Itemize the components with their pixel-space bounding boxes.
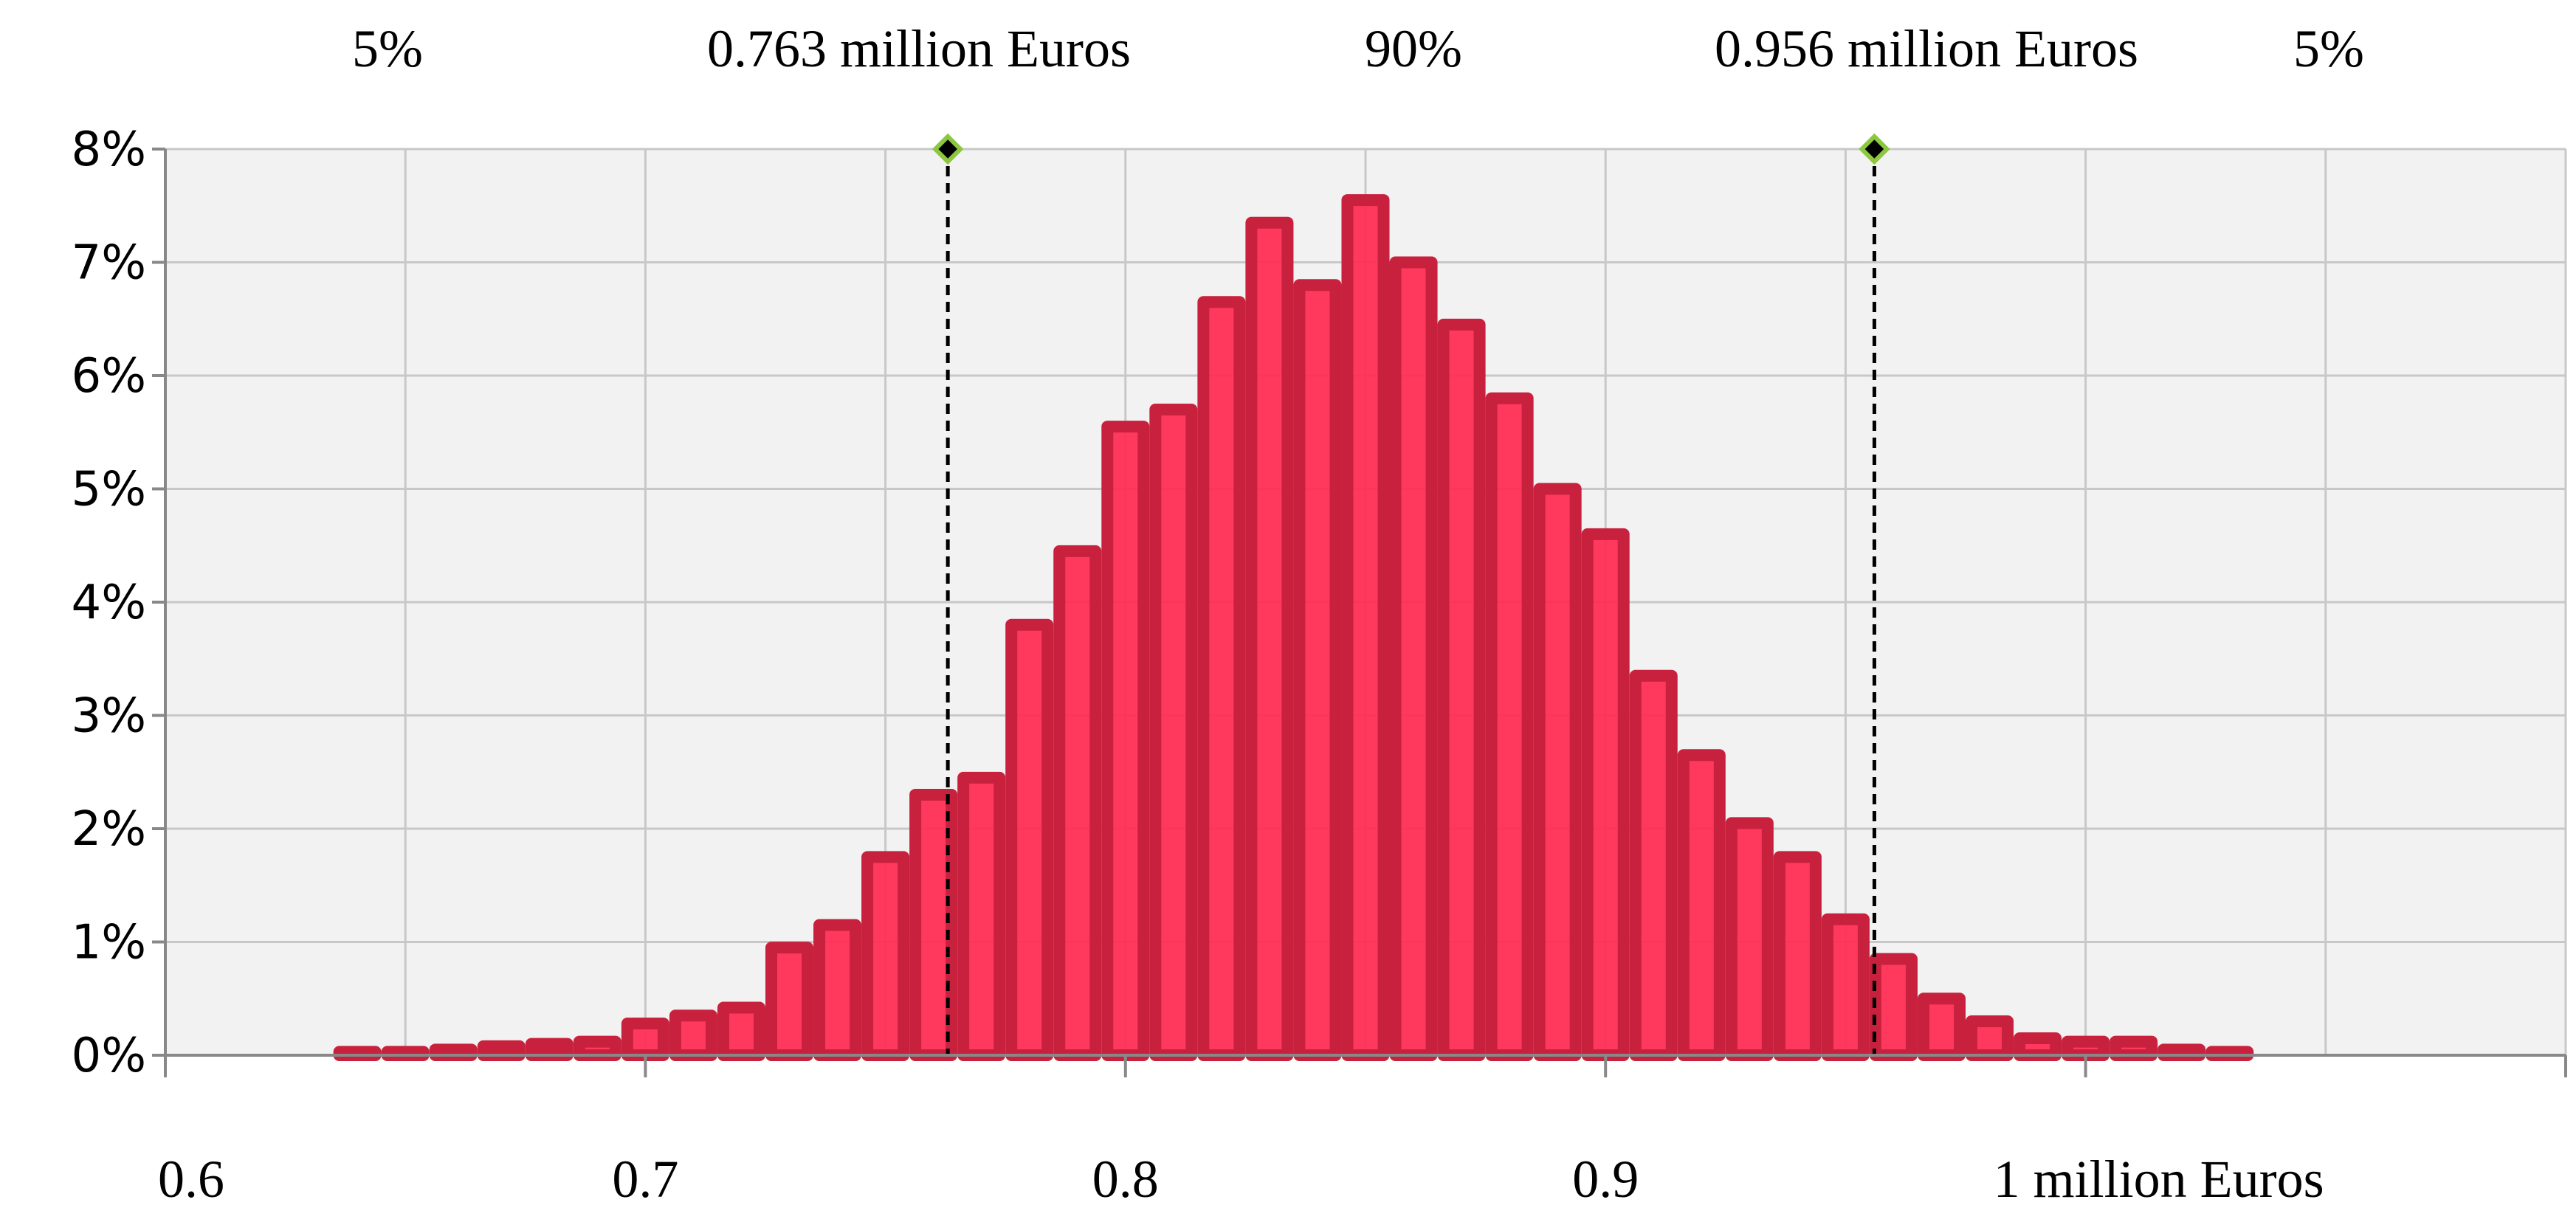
y-tick-label: 7% [71,236,146,291]
histogram-bar [669,1009,717,1062]
axes [152,148,2567,1077]
y-tick-label: 1% [71,916,146,970]
histogram-bar [717,1001,766,1062]
histogram-bar [957,771,1006,1062]
y-tick-label: 8% [71,122,146,177]
histogram-bar [1725,817,1774,1061]
x-tick-label: 1 million Euros [1994,1150,2324,1209]
histogram-bar [1341,194,1390,1062]
x-tick-label: 0.6 [158,1150,224,1209]
histogram-bar [573,1035,621,1061]
histogram-bar [1485,392,1534,1061]
x-axis-tick-labels: 0.6 0.7 0.8 0.9 1 million Euros [158,1150,2324,1209]
histogram-bar [2110,1035,2158,1061]
histogram-bar [1437,318,1486,1061]
percentile-marker [931,133,964,165]
x-tick-label: 0.8 [1092,1150,1159,1209]
histogram-bar [765,942,814,1062]
histogram-bar [525,1038,574,1062]
histogram-bar [1197,296,1246,1062]
histogram-bar [1966,1015,2014,1061]
y-axis-tick-labels: 0% 1% 2% 3% 4% 5% 6% 7% 8% [71,122,146,1083]
histogram-bar [861,851,910,1061]
histogram-bar [1005,618,1054,1061]
top-annotation: 0.763 million Euros [707,19,1131,78]
y-tick-label: 5% [71,463,146,517]
top-annotation: 90% [1365,19,1462,78]
y-tick-label: 4% [71,576,146,630]
histogram-bar [1389,256,1438,1061]
histogram-bar [1677,749,1726,1061]
percentile-markers [931,133,1890,1055]
histogram-bar [1101,421,1150,1061]
histogram-bar [1293,279,1342,1062]
y-tick-label: 0% [71,1029,146,1083]
histogram-bar [1149,404,1198,1061]
histogram-bar [2062,1035,2110,1061]
histogram-bar [1629,669,1678,1061]
y-tick-label: 2% [71,802,146,857]
top-annotations: 5% 0.763 million Euros 90% 0.956 million Eu… [352,19,2364,78]
histogram-bar [1245,216,1294,1061]
histogram-bar [1917,993,1966,1061]
x-tick-label: 0.7 [612,1150,678,1209]
histogram-bar [1581,528,1630,1061]
histogram-bar [621,1018,669,1062]
histogram-bar [2014,1032,2062,1061]
percentile-marker [1859,133,1890,165]
x-tick-label: 0.9 [1572,1150,1639,1209]
histogram-bar [1773,851,1822,1061]
histogram-bar [1053,545,1102,1061]
top-annotation: 5% [2293,19,2364,78]
histogram-bar [1533,483,1582,1061]
top-annotation: 5% [352,19,423,78]
histogram-bar [813,919,862,1061]
y-tick-label: 3% [71,689,146,744]
y-tick-label: 6% [71,349,146,404]
histogram-bars [333,194,2254,1062]
top-annotation: 0.956 million Euros [1715,19,2138,78]
histogram-bar [1869,953,1918,1062]
histogram-bar [1821,913,1870,1062]
